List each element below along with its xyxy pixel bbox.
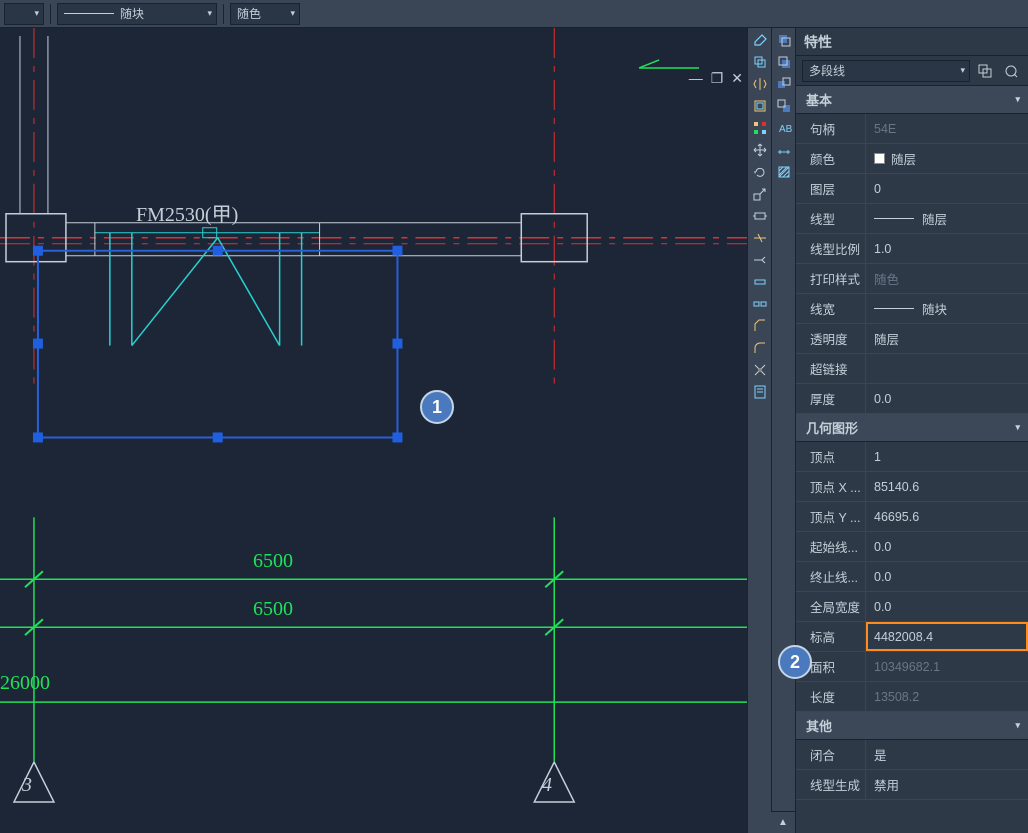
svg-text:AB: AB <box>779 124 792 135</box>
layer-front-icon[interactable] <box>774 30 794 50</box>
move-icon[interactable] <box>750 140 770 160</box>
text-front-icon[interactable]: AB <box>774 118 794 138</box>
label-linegen: 线型生成 <box>796 770 866 799</box>
grid-label-3: 3 <box>22 774 32 797</box>
linetype-dropdown[interactable]: 随块 <box>57 3 217 25</box>
label-end-width: 终止线... <box>796 562 866 591</box>
value-length: 13508.2 <box>866 682 1028 711</box>
bring-above-icon[interactable] <box>774 74 794 94</box>
value-elevation[interactable]: 4482008.4 <box>866 622 1028 651</box>
value-start-width[interactable]: 0.0 <box>866 532 1028 561</box>
label-layer: 图层 <box>796 174 866 203</box>
value-global-width[interactable]: 0.0 <box>866 592 1028 621</box>
chamfer-icon[interactable] <box>750 316 770 336</box>
drawing-canvas[interactable]: — ❐ ✕ <box>0 28 747 833</box>
value-end-width[interactable]: 0.0 <box>866 562 1028 591</box>
callout-badge-1: 1 <box>420 390 454 424</box>
grid-label-4: 4 <box>542 774 552 797</box>
dim-front-icon[interactable] <box>774 140 794 160</box>
dimension-26000: 26000 <box>0 672 50 695</box>
scroll-up-icon[interactable]: ▲ <box>778 817 788 828</box>
canvas-svg <box>0 28 747 832</box>
value-vertex[interactable]: 1 <box>866 442 1028 471</box>
value-closed[interactable]: 是 <box>866 740 1028 769</box>
value-hyperlink[interactable] <box>866 354 1028 383</box>
lineweight-dropdown-label: 随色 <box>237 5 261 22</box>
trim-icon[interactable] <box>750 228 770 248</box>
copy-icon[interactable] <box>750 52 770 72</box>
dimension-6500-a: 6500 <box>253 550 293 573</box>
properties-icon[interactable] <box>750 382 770 402</box>
value-linegen[interactable]: 禁用 <box>866 770 1028 799</box>
value-color[interactable]: 随层 <box>866 144 1028 173</box>
value-thickness[interactable]: 0.0 <box>866 384 1028 413</box>
value-linetype-scale[interactable]: 1.0 <box>866 234 1028 263</box>
label-thickness: 厚度 <box>796 384 866 413</box>
break-icon[interactable] <box>750 272 770 292</box>
label-global-width: 全局宽度 <box>796 592 866 621</box>
label-transparency: 透明度 <box>796 324 866 353</box>
label-lineweight: 线宽 <box>796 294 866 323</box>
properties-panel: 特性 多段线 基本 句柄54E 颜色随层 图层0 线型随层 线型比例1.0 打印… <box>795 28 1028 833</box>
section-other[interactable]: 其他 <box>796 712 1028 740</box>
mirror-icon[interactable] <box>750 74 770 94</box>
value-lineweight[interactable]: 随块 <box>866 294 1028 323</box>
vertical-toolbar-layer: AB <box>771 28 795 811</box>
extend-icon[interactable] <box>750 250 770 270</box>
drawing-label-main: FM2530(甲) <box>136 198 238 227</box>
label-plot-style: 打印样式 <box>796 264 866 293</box>
dropdown-unknown-1[interactable] <box>4 3 44 25</box>
value-area: 10349682.1 <box>866 652 1028 681</box>
explode-icon[interactable] <box>750 360 770 380</box>
label-handle: 句柄 <box>796 114 866 143</box>
layer-back-icon[interactable] <box>774 52 794 72</box>
label-elevation: 标高 <box>796 622 866 651</box>
scale-icon[interactable] <box>750 184 770 204</box>
label-vertex-x: 顶点 X ... <box>796 472 866 501</box>
label-vertex-y: 顶点 Y ... <box>796 502 866 531</box>
label-closed: 闭合 <box>796 740 866 769</box>
fillet-icon[interactable] <box>750 338 770 358</box>
section-basic[interactable]: 基本 <box>796 86 1028 114</box>
value-handle: 54E <box>866 114 1028 143</box>
hatch-back-icon[interactable] <box>774 162 794 182</box>
label-color: 颜色 <box>796 144 866 173</box>
value-plot-style: 随色 <box>866 264 1028 293</box>
value-vertex-y[interactable]: 46695.6 <box>866 502 1028 531</box>
label-vertex: 顶点 <box>796 442 866 471</box>
eraser-icon[interactable] <box>750 30 770 50</box>
section-geometry[interactable]: 几何图形 <box>796 414 1028 442</box>
lineweight-dropdown[interactable]: 随色 <box>230 3 300 25</box>
value-layer[interactable]: 0 <box>866 174 1028 203</box>
rotate-icon[interactable] <box>750 162 770 182</box>
stretch-icon[interactable] <box>750 206 770 226</box>
vertical-toolbar-modify <box>747 28 771 833</box>
quickselect-icon[interactable] <box>974 60 996 82</box>
label-linetype: 线型 <box>796 204 866 233</box>
label-length: 长度 <box>796 682 866 711</box>
label-start-width: 起始线... <box>796 532 866 561</box>
value-transparency[interactable]: 随层 <box>866 324 1028 353</box>
send-below-icon[interactable] <box>774 96 794 116</box>
object-type-dropdown[interactable]: 多段线 <box>802 60 970 82</box>
pickadd-icon[interactable] <box>1000 60 1022 82</box>
array-icon[interactable] <box>750 118 770 138</box>
label-linetype-scale: 线型比例 <box>796 234 866 263</box>
offset-icon[interactable] <box>750 96 770 116</box>
linetype-dropdown-label: 随块 <box>120 5 144 22</box>
join-icon[interactable] <box>750 294 770 314</box>
properties-title: 特性 <box>796 28 1028 56</box>
label-hyperlink: 超链接 <box>796 354 866 383</box>
top-toolbar: 随块 随色 <box>0 0 1028 28</box>
value-linetype[interactable]: 随层 <box>866 204 1028 233</box>
value-vertex-x[interactable]: 85140.6 <box>866 472 1028 501</box>
dimension-6500-b: 6500 <box>253 598 293 621</box>
callout-badge-2: 2 <box>778 645 812 679</box>
